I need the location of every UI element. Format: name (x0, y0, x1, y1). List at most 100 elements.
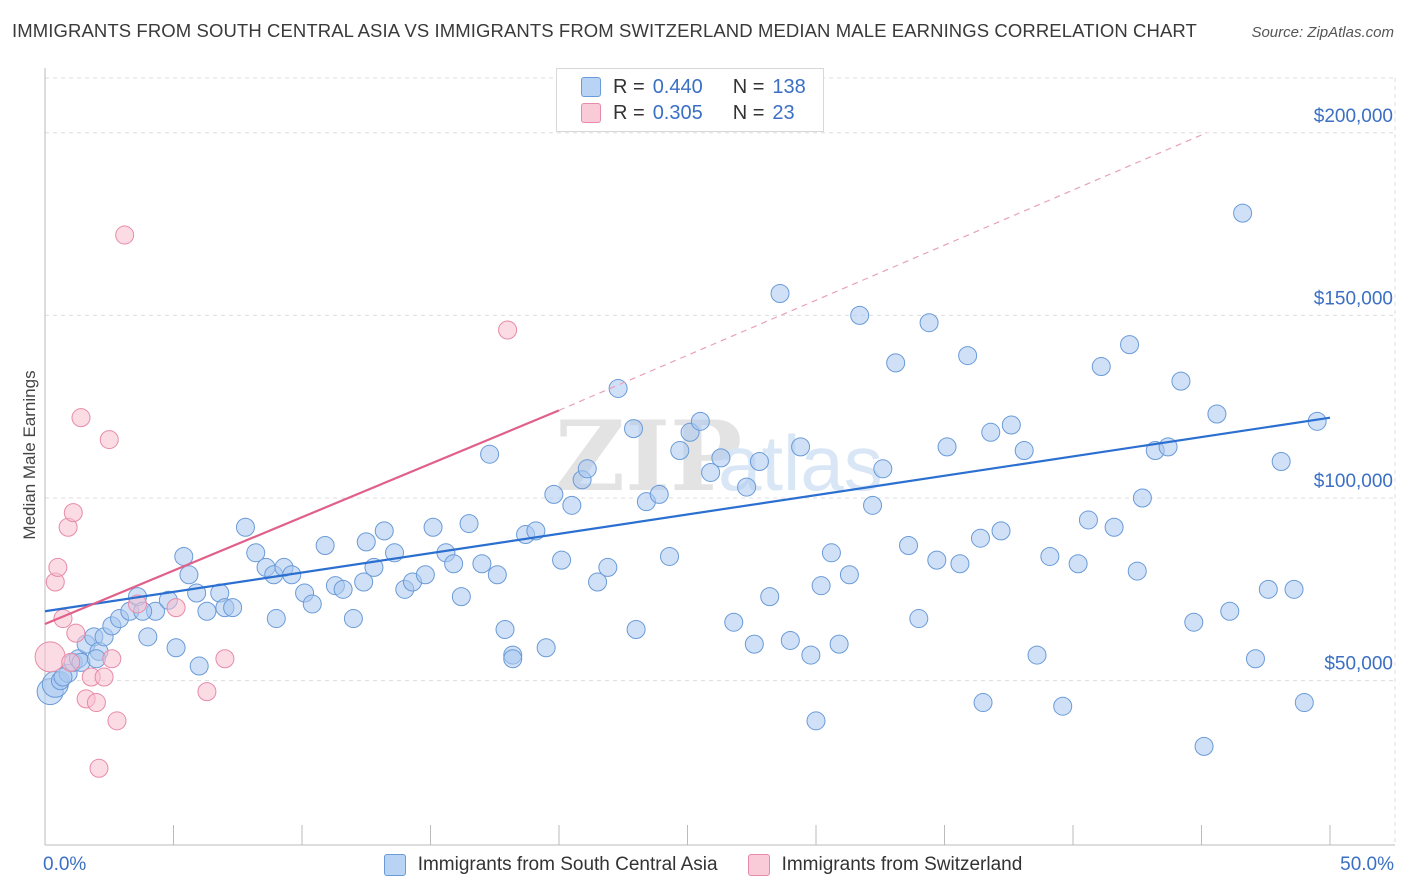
data-point-south-central-asia (544, 484, 564, 504)
data-point-south-central-asia (937, 437, 957, 457)
data-point-south-central-asia (459, 514, 479, 534)
data-point-south-central-asia (1184, 612, 1204, 632)
series-switzerland-points (34, 225, 518, 778)
chart-title: IMMIGRANTS FROM SOUTH CENTRAL ASIA VS IM… (12, 20, 1197, 41)
data-point-switzerland (86, 693, 106, 713)
data-point-south-central-asia (886, 353, 906, 373)
data-point-switzerland (115, 225, 135, 245)
data-point-south-central-asia (166, 638, 186, 658)
data-point-south-central-asia (690, 411, 710, 431)
data-point-south-central-asia (1053, 696, 1073, 716)
data-point-south-central-asia (138, 627, 158, 647)
legend-n-value: 138 (772, 75, 806, 98)
data-point-south-central-asia (801, 645, 821, 665)
data-point-south-central-asia (451, 587, 471, 607)
data-point-south-central-asia (749, 452, 769, 471)
data-point-south-central-asia (780, 630, 800, 650)
data-point-south-central-asia (1171, 371, 1191, 391)
data-point-switzerland (63, 503, 83, 523)
data-point-south-central-asia (821, 543, 841, 563)
y-tick-label: $50,000 (1324, 654, 1393, 675)
data-point-south-central-asia (189, 656, 209, 676)
data-point-south-central-asia (1120, 335, 1140, 355)
data-point-south-central-asia (415, 565, 435, 585)
data-point-south-central-asia (1014, 441, 1034, 461)
data-point-south-central-asia (711, 448, 731, 468)
legend-swatch-pink (581, 103, 601, 123)
data-point-switzerland (48, 557, 68, 577)
data-point-south-central-asia (598, 557, 618, 577)
data-point-south-central-asia (1294, 693, 1314, 713)
data-point-south-central-asia (608, 378, 628, 398)
data-point-south-central-asia (811, 576, 831, 596)
series-name-switzerland: Immigrants from Switzerland (781, 854, 1023, 875)
series-legend-item-south-central-asia: Immigrants from South Central Asia (383, 852, 718, 878)
data-point-south-central-asia (1194, 736, 1214, 756)
data-point-south-central-asia (1091, 357, 1111, 377)
y-axis-label: Median Male Earnings (20, 370, 39, 539)
data-point-south-central-asia (649, 484, 669, 504)
legend-r-value: 0.305 (652, 101, 703, 124)
legend-swatch-blue (581, 77, 601, 97)
data-point-south-central-asia (1245, 649, 1265, 669)
data-point-south-central-asia (235, 517, 255, 537)
data-point-south-central-asia (760, 587, 780, 607)
series-swatch-blue (383, 854, 406, 876)
data-point-south-central-asia (343, 609, 363, 629)
data-point-switzerland (197, 682, 217, 702)
data-point-south-central-asia (927, 550, 947, 570)
data-point-south-central-asia (444, 554, 464, 574)
x-tick-label-min: 0.0% (43, 854, 86, 875)
data-point-south-central-asia (354, 572, 374, 592)
data-point-south-central-asia (536, 638, 556, 658)
data-point-switzerland (166, 598, 186, 618)
data-point-south-central-asia (970, 528, 990, 548)
data-point-south-central-asia (356, 532, 376, 552)
data-point-switzerland (71, 408, 91, 428)
data-point-south-central-asia (770, 283, 790, 303)
data-point-south-central-asia (588, 572, 608, 592)
data-point-south-central-asia (526, 521, 546, 541)
data-point-south-central-asia (495, 620, 515, 640)
data-point-switzerland (102, 649, 122, 669)
data-point-south-central-asia (53, 667, 73, 687)
data-point-south-central-asia (660, 546, 680, 566)
data-point-south-central-asia (958, 346, 978, 366)
data-point-south-central-asia (423, 517, 443, 537)
series-south-central-asia-points (36, 203, 1327, 756)
data-point-south-central-asia (839, 565, 859, 585)
series-swatch-pink (747, 854, 770, 876)
x-tick-label-max: 50.0% (1340, 854, 1394, 875)
data-point-south-central-asia (1104, 517, 1124, 537)
data-point-south-central-asia (1078, 510, 1098, 530)
data-point-south-central-asia (806, 711, 826, 731)
data-point-south-central-asia (1001, 415, 1021, 435)
data-point-south-central-asia (829, 634, 849, 654)
trend-line-switzerland (44, 409, 560, 626)
data-point-switzerland (34, 641, 66, 673)
data-point-switzerland (107, 711, 127, 731)
data-point-switzerland (94, 667, 114, 687)
legend-row-south-central-asia: R = 0.440 N = 138 (581, 75, 806, 99)
data-point-south-central-asia (302, 594, 322, 614)
data-point-south-central-asia (552, 550, 572, 570)
data-point-south-central-asia (1284, 579, 1304, 599)
legend-n-label: N = (732, 101, 765, 124)
series-name-south-central-asia: Immigrants from South Central Asia (417, 854, 718, 875)
y-tick-label: $100,000 (1314, 471, 1393, 492)
trend-line-south-central-asia (44, 416, 1331, 613)
source-credit: Source: ZipAtlas.com (1251, 24, 1394, 41)
data-point-south-central-asia (315, 536, 335, 556)
data-point-south-central-asia (246, 543, 266, 563)
series-legend: Immigrants from South Central Asia Immig… (0, 852, 1406, 878)
series-legend-item-switzerland: Immigrants from Switzerland (747, 852, 1023, 878)
data-point-south-central-asia (333, 579, 353, 599)
y-tick-label: $200,000 (1314, 106, 1393, 127)
data-point-switzerland (66, 623, 86, 643)
data-point-south-central-asia (850, 305, 870, 325)
data-point-south-central-asia (973, 693, 993, 713)
data-point-south-central-asia (503, 649, 523, 669)
legend-r-value: 0.440 (652, 75, 703, 98)
data-point-south-central-asia (701, 462, 721, 482)
